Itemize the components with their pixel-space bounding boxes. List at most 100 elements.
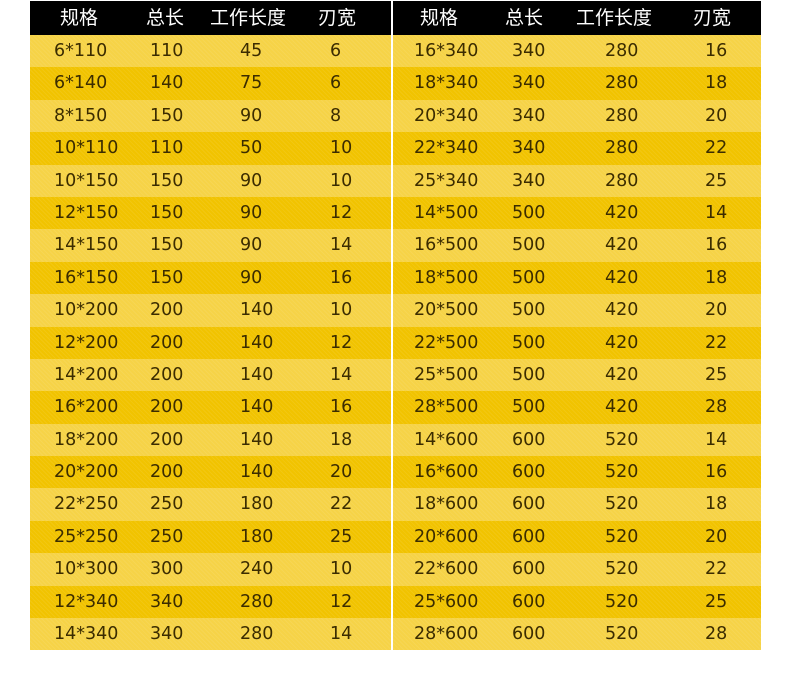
cell-spec: 25*250 [54, 526, 119, 547]
cell-working-length: 420 [605, 364, 639, 385]
cell-blade-width: 28 [705, 397, 728, 418]
cell-spec: 20*200 [54, 462, 119, 483]
cell-working-length: 50 [240, 138, 263, 159]
cell-blade-width: 16 [330, 267, 353, 288]
cell-blade-width: 20 [705, 526, 728, 547]
cell-spec: 28*600 [414, 624, 479, 645]
cell-total-length: 500 [512, 267, 546, 288]
cell-blade-width: 18 [705, 494, 728, 515]
cell-spec: 14*500 [414, 202, 479, 223]
cell-spec: 10*150 [54, 170, 119, 191]
cell-spec: 28*500 [414, 397, 479, 418]
header-total-length: 总长 [505, 7, 544, 29]
cell-spec: 12*340 [54, 591, 119, 612]
cell-blade-width: 25 [705, 591, 728, 612]
cell-working-length: 140 [240, 300, 274, 321]
table-row: 22*250 250 180 22 18*600 600 520 18 [30, 488, 761, 521]
cell-working-length: 520 [605, 591, 639, 612]
cell-total-length: 340 [150, 624, 184, 645]
header-working-length: 工作长度 [210, 7, 287, 29]
cell-working-length: 420 [605, 397, 639, 418]
cell-spec: 20*600 [414, 526, 479, 547]
cell-blade-width: 22 [705, 559, 728, 580]
cell-total-length: 150 [150, 170, 184, 191]
table-row: 25*250 250 180 25 20*600 600 520 20 [30, 520, 761, 554]
table-row: 16*150 150 90 16 18*500 500 420 18 [30, 261, 761, 295]
cell-total-length: 600 [512, 429, 546, 450]
cell-working-length: 520 [605, 494, 639, 515]
cell-total-length: 500 [512, 202, 546, 223]
cell-spec: 25*600 [414, 591, 479, 612]
cell-working-length: 240 [240, 559, 274, 580]
cell-blade-width: 18 [705, 267, 728, 288]
cell-blade-width: 18 [330, 429, 353, 450]
cell-spec: 16*600 [414, 462, 479, 483]
cell-total-length: 340 [512, 41, 546, 61]
cell-working-length: 180 [240, 494, 274, 515]
cell-total-length: 200 [150, 364, 184, 385]
cell-working-length: 520 [605, 462, 639, 483]
cell-spec: 8*150 [54, 105, 108, 126]
cell-total-length: 300 [150, 559, 184, 580]
cell-total-length: 200 [150, 462, 184, 483]
cell-spec: 22*500 [414, 332, 479, 353]
cell-blade-width: 25 [705, 364, 728, 385]
cell-working-length: 280 [605, 170, 639, 191]
cell-spec: 16*200 [54, 397, 119, 418]
cell-spec: 6*140 [54, 73, 108, 94]
cell-total-length: 500 [512, 235, 546, 256]
table-row: 6*110 110 45 6 16*340 340 280 16 [30, 35, 761, 68]
cell-total-length: 600 [512, 462, 546, 483]
header-spec: 规格 [60, 7, 99, 29]
cell-spec: 25*500 [414, 364, 479, 385]
cell-working-length: 520 [605, 624, 639, 645]
cell-working-length: 420 [605, 267, 639, 288]
cell-working-length: 520 [605, 559, 639, 580]
table-header: 规格 总长 工作长度 刃宽 规格 总长 工作长度 刃宽 [30, 1, 761, 35]
cell-spec: 20*340 [414, 105, 479, 126]
cell-blade-width: 16 [330, 397, 353, 418]
cell-total-length: 500 [512, 364, 546, 385]
cell-spec: 22*340 [414, 138, 479, 159]
cell-blade-width: 20 [705, 105, 728, 126]
cell-blade-width: 10 [330, 170, 353, 191]
spec-table: 规格 总长 工作长度 刃宽 规格 总长 工作长度 刃宽 6*110 110 45 6 1… [30, 1, 761, 652]
cell-total-length: 600 [512, 559, 546, 580]
cell-blade-width: 22 [330, 494, 353, 515]
cell-total-length: 200 [150, 300, 184, 321]
cell-working-length: 280 [605, 138, 639, 159]
cell-total-length: 150 [150, 202, 184, 223]
cell-total-length: 340 [150, 591, 184, 612]
cell-blade-width: 16 [705, 235, 728, 256]
cell-blade-width: 6 [330, 73, 342, 94]
cell-spec: 16*340 [414, 41, 479, 61]
cell-working-length: 180 [240, 526, 274, 547]
cell-total-length: 600 [512, 494, 546, 515]
cell-blade-width: 28 [705, 624, 728, 645]
cell-working-length: 90 [240, 267, 263, 288]
cell-working-length: 280 [605, 73, 639, 94]
cell-spec: 14*340 [54, 624, 119, 645]
cell-total-length: 340 [512, 73, 546, 94]
column-divider [391, 1, 393, 652]
table-row: 16*200 200 140 16 28*500 500 420 28 [30, 391, 761, 424]
cell-working-length: 90 [240, 105, 263, 126]
table-body: 6*110 110 45 6 16*340 340 280 16 6*140 140 75 6 18*3… [30, 35, 761, 651]
cell-spec: 14*150 [54, 235, 119, 256]
cell-total-length: 340 [512, 170, 546, 191]
cell-spec: 10*110 [54, 138, 119, 159]
cell-spec: 22*600 [414, 559, 479, 580]
table-row: 14*200 200 140 14 25*500 500 420 25 [30, 358, 761, 392]
cell-blade-width: 16 [705, 41, 728, 61]
cell-blade-width: 10 [330, 559, 353, 580]
cell-spec: 6*110 [54, 41, 108, 61]
table-row: 12*340 340 280 12 25*600 600 520 25 [30, 585, 761, 619]
cell-working-length: 140 [240, 364, 274, 385]
cell-spec: 20*500 [414, 300, 479, 321]
cell-total-length: 200 [150, 332, 184, 353]
cell-blade-width: 12 [330, 202, 353, 223]
cell-working-length: 420 [605, 300, 639, 321]
cell-working-length: 140 [240, 332, 274, 353]
table-row: 20*200 200 140 20 16*600 600 520 16 [30, 456, 761, 489]
cell-total-length: 200 [150, 429, 184, 450]
